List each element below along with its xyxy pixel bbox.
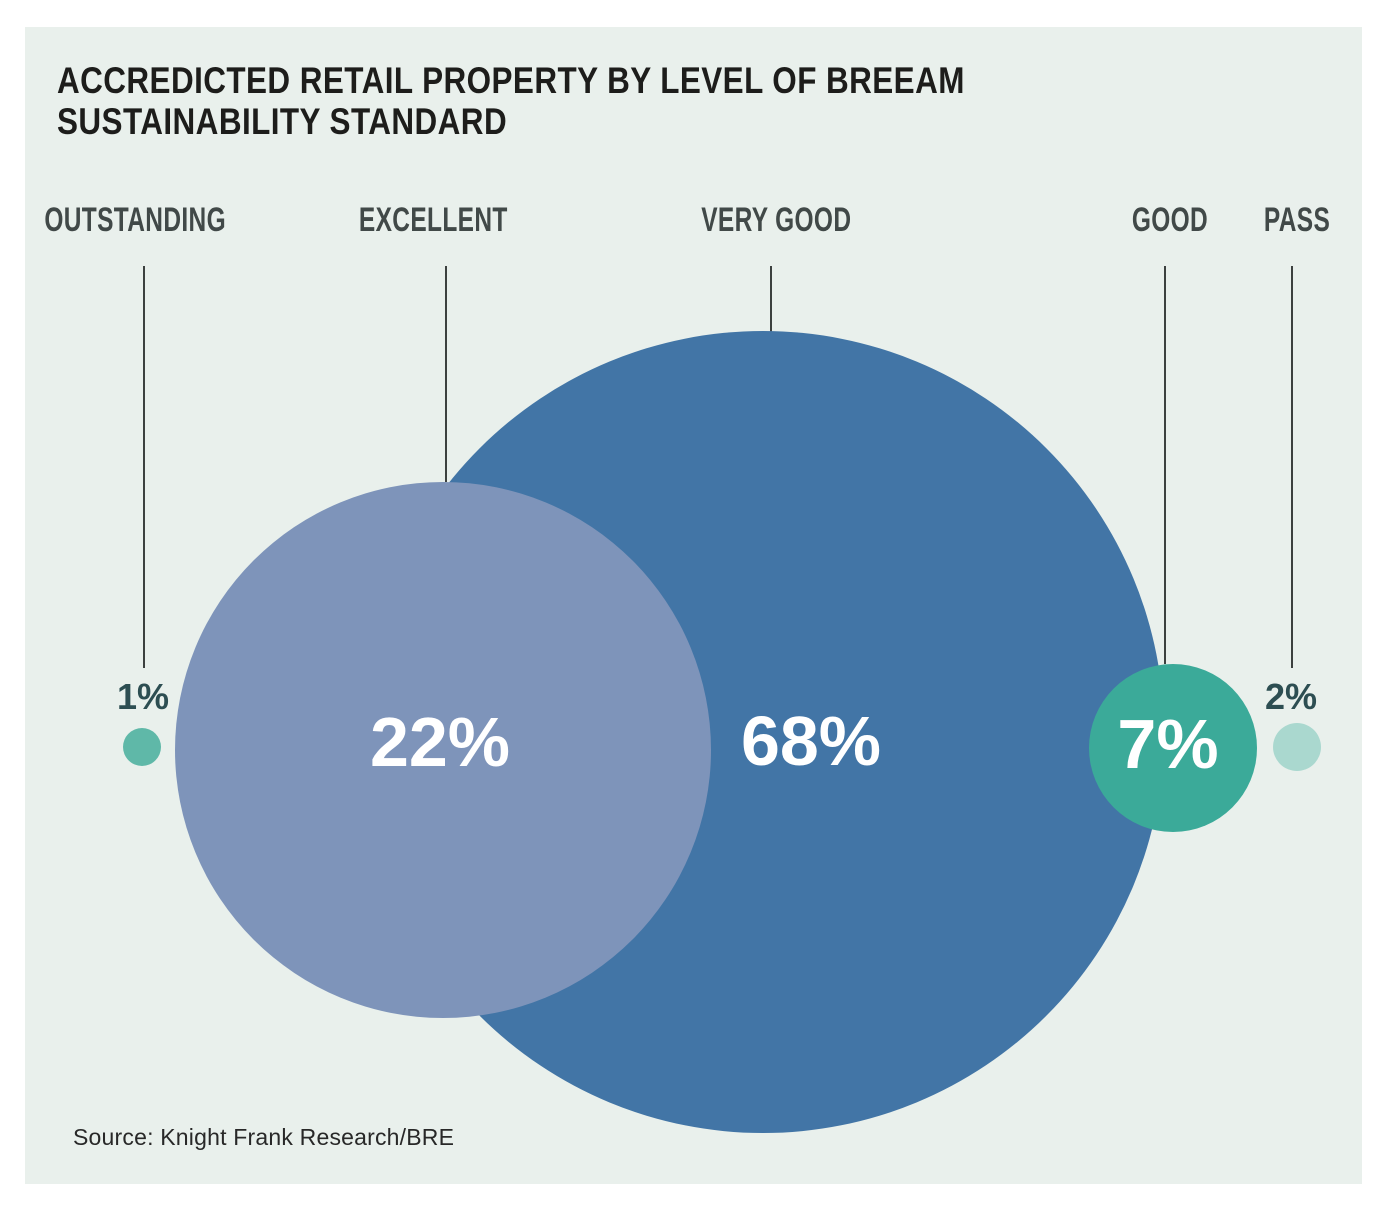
value-label-pass: 2% bbox=[1264, 676, 1318, 717]
leader-line-outstanding bbox=[143, 266, 145, 668]
category-label-good: GOOD bbox=[1131, 201, 1209, 239]
category-label-pass: PASS bbox=[1263, 201, 1331, 239]
category-label-outstanding: OUTSTANDING bbox=[44, 201, 226, 239]
category-label-excellent: EXCELLENT bbox=[358, 201, 508, 239]
leader-line-pass bbox=[1291, 266, 1293, 668]
bubble-pass bbox=[1273, 723, 1321, 771]
category-label-very-good: VERY GOOD bbox=[700, 201, 852, 239]
source-attribution: Source: Knight Frank Research/BRE bbox=[73, 1124, 455, 1150]
leader-line-good bbox=[1164, 266, 1166, 664]
bubble-excellent bbox=[175, 482, 711, 1018]
bubble-good bbox=[1089, 664, 1257, 832]
bubble-outstanding bbox=[123, 728, 161, 766]
value-label-excellent: 22% bbox=[369, 703, 511, 781]
leader-line-very-good bbox=[770, 266, 772, 332]
chart-title-line-1: ACCREDICTED RETAIL PROPERTY BY LEVEL OF … bbox=[57, 60, 965, 101]
value-label-very-good: 68% bbox=[740, 702, 882, 780]
value-label-good: 7% bbox=[1117, 705, 1219, 783]
value-label-outstanding: 1% bbox=[116, 676, 170, 717]
chart-title-line-2: SUSTAINABILITY STANDARD bbox=[57, 101, 508, 142]
leader-line-excellent bbox=[445, 266, 447, 482]
chart-title: ACCREDICTED RETAIL PROPERTY BY LEVEL OF … bbox=[57, 60, 1125, 142]
